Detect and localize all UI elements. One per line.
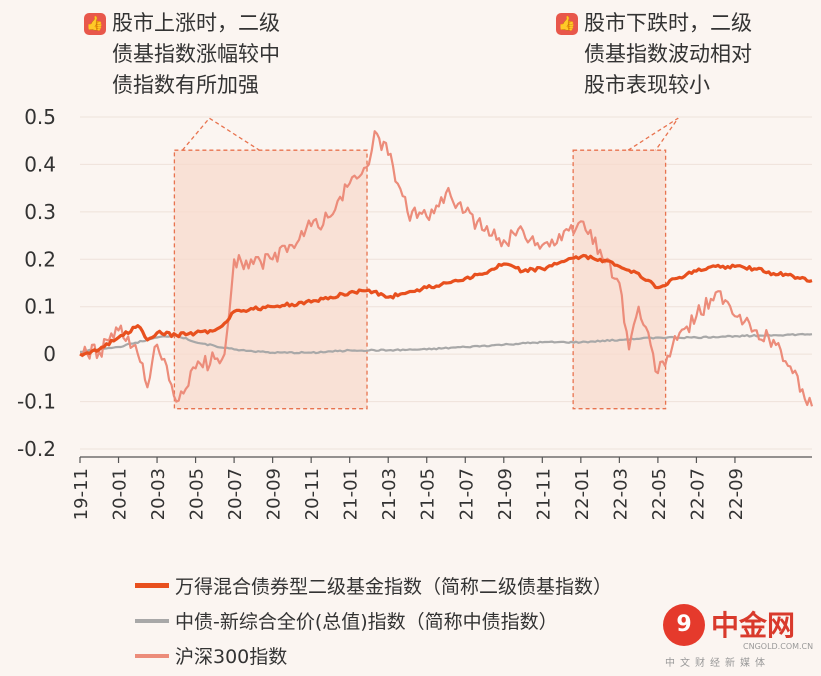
y-tick-label: -0.2 [17,437,56,461]
callout-right-line: 股市表现较小 [584,73,710,97]
series-layer [79,130,814,407]
series-line [79,253,813,357]
callout-pointer [181,117,260,151]
series-line [80,332,813,355]
legend-swatch [135,583,169,588]
y-tick-label: 0 [43,342,56,366]
callout-right-line: 债基指数波动相对 [584,42,752,66]
callout-left-line: 债基指数涨幅较中 [112,42,280,66]
legend-item: 万得混合债券型二级基金指数（简称二级债基指数） [135,568,612,603]
legend-item: 沪深300指数 [135,638,612,673]
shaded-region [572,149,667,410]
x-tick-label: 20-05 [187,468,208,520]
x-tick-label: 20-01 [110,468,131,520]
callout-left: 👍 股市上涨时，二级 债基指数涨幅较中 债指数有所加强 [84,8,280,101]
x-tick-label: 21-03 [379,468,400,520]
legend-label: 万得混合债券型二级基金指数（简称二级债基指数） [175,576,613,598]
x-tick-label: 19-11 [71,468,92,520]
callout-pointer [627,117,679,151]
callout-right: 👍 股市下跌时，二级 债基指数波动相对 股市表现较小 [556,8,752,101]
x-tick-label: 21-01 [341,468,362,520]
x-tick-label: 20-09 [264,468,285,520]
y-tick-label: 0.1 [24,295,56,319]
legend-item: 中债-新综合全价(总值)指数（简称中债指数） [135,603,612,638]
legend-swatch [135,653,169,658]
x-tick-label: 20-03 [148,468,169,520]
x-tick-label: 22-09 [726,468,747,520]
thumbs-up-icon: 👍 [84,13,106,35]
x-tick-label: 22-07 [687,468,708,520]
y-tick-label: 0.2 [24,247,56,271]
thumbs-up-icon: 👍 [556,13,578,35]
y-tick-label: 0.3 [24,200,56,224]
x-tick-label: 22-05 [649,468,670,520]
watermark-logo: 9 中金网 CNGOLD.COM.CN 中文财经新媒体 [663,602,813,670]
chart: 0.5 0.4 0.3 0.2 0.1 0 -0.1 -0.2 19-11 20-01 20-03 2… [17,105,814,520]
watermark-tagline: 中文财经新媒体 [665,658,770,669]
cngold-logo-icon: 9 [663,604,705,646]
watermark-name: 中金网 [711,609,796,642]
y-tick-label: -0.1 [17,390,56,414]
legend: 万得混合债券型二级基金指数（简称二级债基指数） 中债-新综合全价(总值)指数（简… [135,568,612,673]
y-tick-label: 0.4 [24,152,56,176]
callout-left-line: 股市上涨时，二级 [112,11,280,35]
x-tick-label: 22-03 [610,468,631,520]
watermark-domain: CNGOLD.COM.CN [743,642,814,651]
series-line [79,130,814,407]
callout-left-line: 债指数有所加强 [112,73,259,97]
callout-right-line: 股市下跌时，二级 [584,11,752,35]
x-tick-label: 20-11 [302,468,323,520]
legend-label: 中债-新综合全价(总值)指数（简称中债指数） [175,611,558,633]
x-tick-label: 22-01 [572,468,593,520]
y-tick-label: 0.5 [24,105,56,129]
legend-label: 沪深300指数 [175,646,288,668]
legend-swatch [135,618,169,623]
x-tick-label: 21-09 [495,468,516,520]
x-tick-label: 20-07 [225,468,246,520]
axes-layer: 0.5 0.4 0.3 0.2 0.1 0 -0.1 -0.2 19-11 20-01 20-03 2… [17,105,812,520]
x-tick-label: 21-07 [456,468,477,520]
x-tick-label: 21-11 [533,468,554,520]
shaded-region [173,149,368,410]
x-tick-label: 21-05 [418,468,439,520]
